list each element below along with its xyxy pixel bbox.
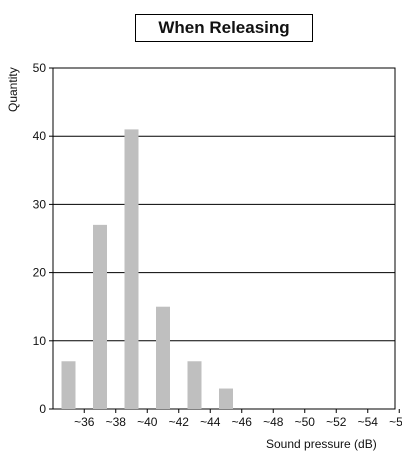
y-tick-label: 10 — [33, 334, 47, 348]
x-tick-label: ~44 — [200, 415, 221, 429]
x-tick-label: ~38 — [106, 415, 127, 429]
bar — [156, 306, 170, 409]
bar — [93, 224, 107, 409]
x-tick-label: ~56 — [389, 415, 402, 429]
bar — [219, 388, 233, 409]
x-tick-label: ~40 — [137, 415, 158, 429]
bar — [187, 361, 202, 409]
bar — [124, 129, 139, 409]
x-tick-label: ~52 — [326, 415, 347, 429]
y-tick-label: 20 — [33, 266, 47, 280]
chart-title: When Releasing — [135, 14, 313, 42]
y-tick-label: 30 — [33, 197, 47, 211]
y-tick-label: 40 — [33, 129, 47, 143]
y-tick-label: 0 — [39, 402, 46, 416]
x-tick-label: ~36 — [74, 415, 95, 429]
x-tick-label: ~42 — [169, 415, 190, 429]
x-tick-label: ~48 — [263, 415, 284, 429]
x-axis-label: Sound pressure (dB) — [266, 437, 377, 451]
bar — [61, 361, 76, 409]
x-tick-label: ~46 — [232, 415, 253, 429]
x-tick-label: ~54 — [358, 415, 379, 429]
x-tick-label: ~50 — [295, 415, 316, 429]
y-tick-label: 50 — [33, 61, 47, 75]
